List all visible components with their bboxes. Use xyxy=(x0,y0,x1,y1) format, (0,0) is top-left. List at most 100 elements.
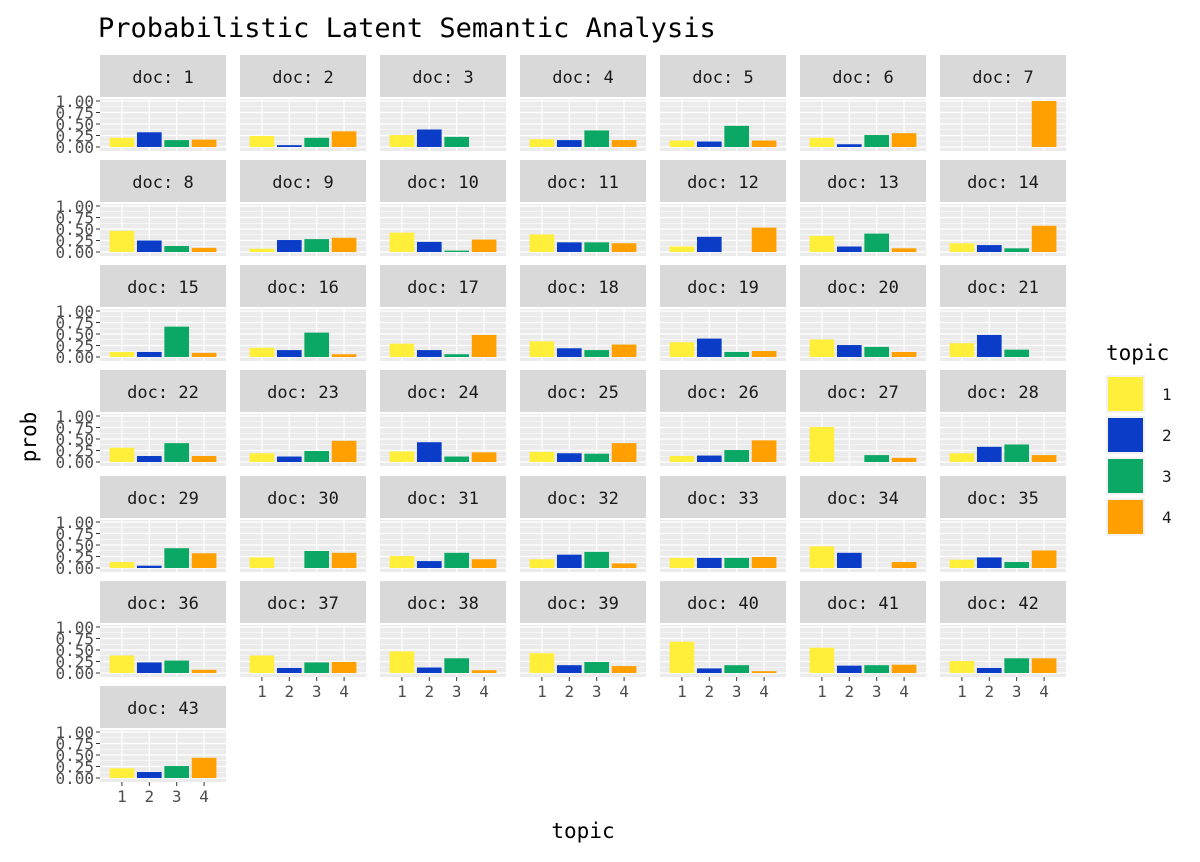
y-tick-label: 0.00 xyxy=(55,664,94,683)
bar xyxy=(584,453,610,462)
facet-strip xyxy=(800,581,926,623)
bar xyxy=(556,242,582,252)
legend-item: 2 xyxy=(1106,416,1172,454)
y-tick-label: 0.25 xyxy=(55,127,94,146)
x-tick-label: 2 xyxy=(424,682,434,701)
bar xyxy=(556,665,582,673)
bar xyxy=(136,772,162,778)
bar xyxy=(444,354,470,357)
bar xyxy=(724,450,750,462)
facet-panel: doc: 7 xyxy=(940,55,1066,151)
facet-strip-label: doc: 21 xyxy=(967,278,1039,298)
facet-strip-label: doc: 29 xyxy=(127,489,199,509)
facet-strip xyxy=(800,55,926,97)
x-tick-label: 3 xyxy=(592,682,602,701)
facet-panel: doc: 41 xyxy=(800,581,926,677)
facet-strip xyxy=(380,55,506,97)
bar xyxy=(304,450,330,462)
facet-strip xyxy=(380,265,506,307)
bar xyxy=(471,452,497,462)
bar xyxy=(584,661,610,673)
legend: topic 1 2 3 4 xyxy=(1106,341,1172,536)
bar xyxy=(891,351,917,357)
y-tick-label: 0.00 xyxy=(55,559,94,578)
bar xyxy=(891,562,917,568)
x-tick-label: 4 xyxy=(339,682,349,701)
chart-title: Probabilistic Latent Semantic Analysis xyxy=(98,13,716,44)
bar xyxy=(611,563,637,568)
facet-panel: doc: 38 xyxy=(380,581,506,677)
bar xyxy=(836,246,862,252)
bar xyxy=(1031,550,1057,568)
facet-strip xyxy=(940,55,1066,97)
facet-strip xyxy=(380,476,506,518)
facet-strip xyxy=(940,476,1066,518)
legend-label: 4 xyxy=(1162,508,1172,527)
facet-strip xyxy=(940,581,1066,623)
bar xyxy=(136,662,162,673)
bar xyxy=(471,239,497,252)
x-tick-label: 1 xyxy=(957,682,967,701)
facet-strip xyxy=(100,686,226,728)
x-tick-label: 1 xyxy=(117,787,127,806)
bar xyxy=(109,230,135,252)
y-tick-label: 0.50 xyxy=(55,746,94,765)
bar xyxy=(529,139,555,147)
facet-strip xyxy=(240,581,366,623)
bar xyxy=(669,641,695,673)
facet-strip xyxy=(380,160,506,202)
legend-title: topic xyxy=(1106,341,1169,365)
bar xyxy=(389,451,415,462)
y-tick-label: 0.25 xyxy=(55,232,94,251)
legend-items: 1 2 3 4 xyxy=(1106,375,1172,536)
y-tick-label: 0.00 xyxy=(55,348,94,367)
y-tick-label: 0.25 xyxy=(55,653,94,672)
bar xyxy=(389,556,415,568)
bar xyxy=(809,339,835,357)
bar xyxy=(109,137,135,147)
facet-strip-label: doc: 20 xyxy=(827,278,899,298)
bar xyxy=(556,140,582,147)
facet-panel: doc: 40 xyxy=(660,581,786,677)
x-axis-title: topic xyxy=(551,819,614,843)
y-tick-label: 0.50 xyxy=(55,430,94,449)
y-tick-label: 0.75 xyxy=(55,314,94,333)
bar xyxy=(611,243,637,252)
bar xyxy=(249,655,275,673)
bar xyxy=(976,557,1002,568)
x-tick-label: 3 xyxy=(312,682,322,701)
bar xyxy=(389,651,415,673)
facet-strip-label: doc: 18 xyxy=(547,278,619,298)
bar xyxy=(304,332,330,357)
facet-strip xyxy=(100,370,226,412)
facet-strip xyxy=(100,476,226,518)
y-tick-label: 0.25 xyxy=(55,758,94,777)
bar xyxy=(696,141,722,147)
x-tick-label: 2 xyxy=(284,682,294,701)
bar xyxy=(471,559,497,568)
facet-strip xyxy=(520,476,646,518)
bar xyxy=(751,351,777,357)
facet-panel: doc: 28 xyxy=(940,370,1066,466)
bar xyxy=(164,326,190,357)
facet-panel: doc: 25 xyxy=(520,370,646,466)
bar xyxy=(471,670,497,673)
facet-strip-label: doc: 33 xyxy=(687,489,759,509)
bar xyxy=(751,227,777,252)
bar xyxy=(416,241,442,252)
facet-strip xyxy=(660,55,786,97)
x-tick-label: 1 xyxy=(817,682,827,701)
y-tick-label: 1.00 xyxy=(55,723,94,742)
facet-panel: doc: 18 xyxy=(520,265,646,361)
bar xyxy=(584,242,610,252)
bar xyxy=(416,667,442,673)
facet-panel: doc: 42 xyxy=(940,581,1066,677)
x-tick-label: 4 xyxy=(619,682,629,701)
bar xyxy=(136,132,162,147)
facet-strip-label: doc: 6 xyxy=(832,68,893,88)
bar xyxy=(864,346,890,357)
y-tick-label: 0.25 xyxy=(55,337,94,356)
bar xyxy=(304,137,330,147)
x-tick-label: 4 xyxy=(759,682,769,701)
bar xyxy=(164,660,190,673)
